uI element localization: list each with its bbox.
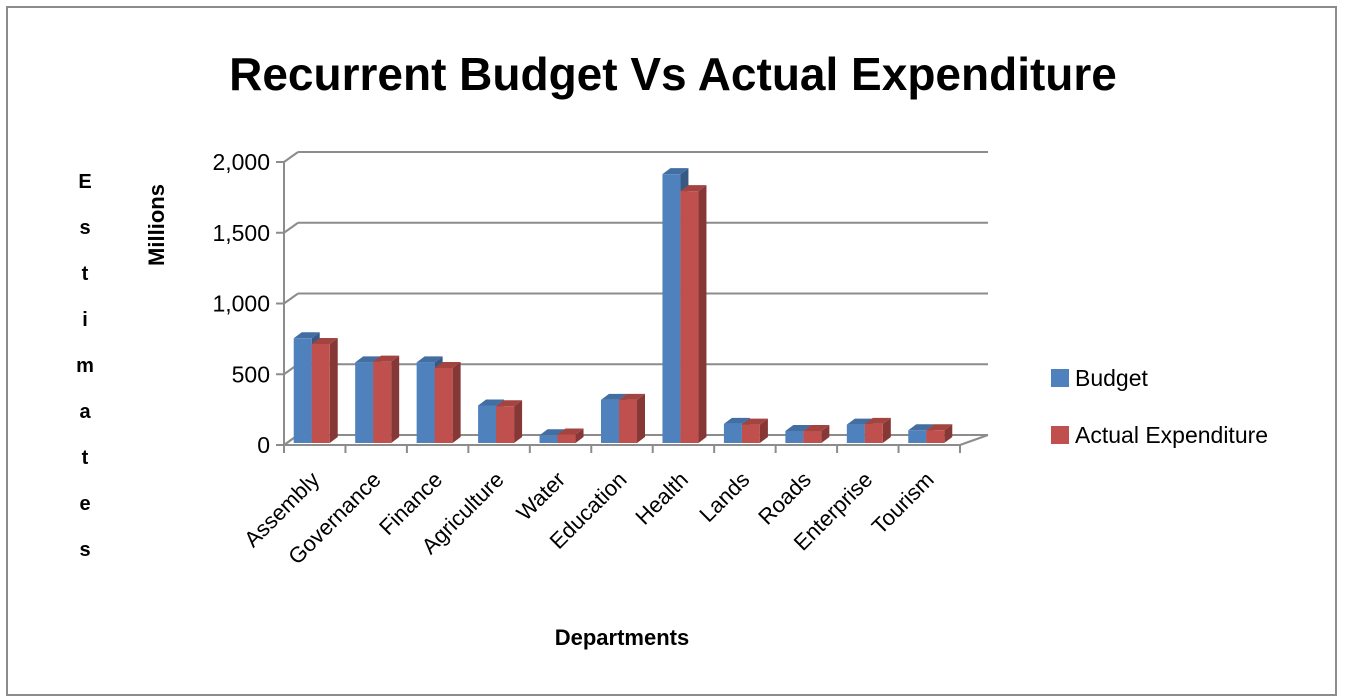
bar-front: [557, 434, 576, 443]
bar-front: [416, 362, 435, 443]
y-tick-label: 2,000: [212, 149, 270, 175]
bar-side: [329, 337, 338, 443]
bar-side: [637, 393, 645, 443]
bar-front: [803, 430, 822, 443]
bar-front: [926, 430, 945, 443]
bar-front: [478, 405, 497, 443]
bar-top: [926, 424, 953, 431]
bar-front: [601, 399, 619, 443]
bar-front: [496, 406, 515, 443]
floor-right-edge: [959, 434, 989, 446]
bar-top: [908, 424, 935, 431]
x-tick-label: Tourism: [867, 467, 939, 539]
gridline-depth: [283, 292, 299, 305]
bar-front: [373, 361, 392, 443]
bar-top: [619, 393, 645, 400]
legend: Budget Actual Expenditure: [1051, 365, 1268, 448]
y-axis-title: Millions: [144, 184, 169, 266]
bar-front: [680, 191, 699, 443]
bar-front: [741, 424, 760, 443]
bar-actual-expenditure-governance: [373, 355, 400, 443]
bar-actual-expenditure-health: [680, 185, 707, 443]
bar-front: [355, 362, 374, 443]
bar-actual-expenditure-assembly: [311, 337, 338, 443]
side-label-letter: e: [79, 493, 90, 515]
side-label-letter: a: [79, 401, 91, 423]
bar-top: [662, 168, 689, 175]
x-tick-label: Health: [630, 467, 693, 530]
bar-actual-expenditure-roads: [803, 424, 830, 443]
bar-front: [539, 435, 558, 443]
bar-top: [723, 417, 750, 424]
y-tick-label: 1,500: [212, 220, 270, 246]
bar-front: [908, 430, 927, 443]
bar-top: [478, 399, 505, 406]
bar-side: [514, 400, 523, 443]
legend-swatch: [1051, 369, 1069, 387]
bar-top: [864, 417, 891, 424]
y-tick-label: 500: [232, 361, 270, 387]
bar-side: [698, 185, 707, 443]
bar-top: [785, 424, 812, 431]
x-tick-label: Water: [511, 467, 570, 526]
bar-side: [944, 424, 953, 443]
bars: [293, 168, 953, 443]
side-label-letter: s: [79, 539, 90, 561]
bar-side: [391, 355, 400, 443]
bar-top: [803, 424, 830, 431]
bar-side: [821, 424, 830, 443]
side-label-letter: m: [76, 355, 94, 377]
bar-top: [496, 400, 523, 407]
bar-top: [601, 393, 627, 400]
bar-front: [434, 368, 453, 443]
bar-front: [864, 423, 883, 443]
bar-top: [311, 337, 338, 344]
side-label-letter: t: [82, 263, 89, 285]
bar-actual-expenditure-tourism: [926, 424, 953, 443]
bar-front: [293, 338, 312, 443]
bar-side: [452, 362, 461, 443]
bar-side: [575, 428, 584, 443]
side-label-letter: i: [82, 309, 88, 331]
bar-actual-expenditure-finance: [434, 362, 461, 443]
legend-swatch: [1051, 426, 1069, 444]
y-tick-label: 1,000: [212, 291, 270, 317]
legend-label: Budget: [1075, 365, 1149, 391]
bar-side: [759, 418, 768, 443]
x-axis-title: Departments: [555, 625, 689, 650]
y-tick-label: 0: [257, 432, 270, 458]
bar-top: [434, 362, 461, 369]
bar-actual-expenditure-enterprise: [864, 417, 891, 443]
chart-title: Recurrent Budget Vs Actual Expenditure: [229, 48, 1117, 100]
bar-front: [619, 399, 637, 443]
x-tick-label: Lands: [694, 467, 754, 527]
side-label-letter: E: [78, 171, 91, 193]
bar-front: [846, 424, 865, 443]
bar-top: [293, 332, 320, 339]
bar-front: [723, 423, 742, 443]
bar-top: [741, 418, 768, 425]
bar-top: [680, 185, 707, 192]
bar-front: [311, 343, 330, 443]
bar-top: [373, 355, 400, 362]
bar-actual-expenditure-water: [557, 428, 584, 443]
gridline-depth: [283, 151, 299, 163]
bar-front: [662, 174, 681, 443]
side-label-letter: s: [79, 217, 90, 239]
bar-actual-expenditure-education: [619, 393, 645, 443]
gridline-depth: [283, 221, 299, 234]
bar-top: [557, 428, 584, 435]
side-label-letter: t: [82, 447, 89, 469]
bar-actual-expenditure-agriculture: [496, 400, 523, 443]
bar-actual-expenditure-lands: [741, 418, 768, 443]
estimates-side-label: Es t i m a t e s: [76, 171, 94, 561]
bar-side: [882, 417, 891, 443]
legend-label: Actual Expenditure: [1075, 422, 1268, 448]
bar-top: [416, 356, 443, 363]
bar-front: [785, 430, 804, 443]
y-axis-ticks: 0 500 1,000 1,500 2,000: [212, 149, 284, 458]
